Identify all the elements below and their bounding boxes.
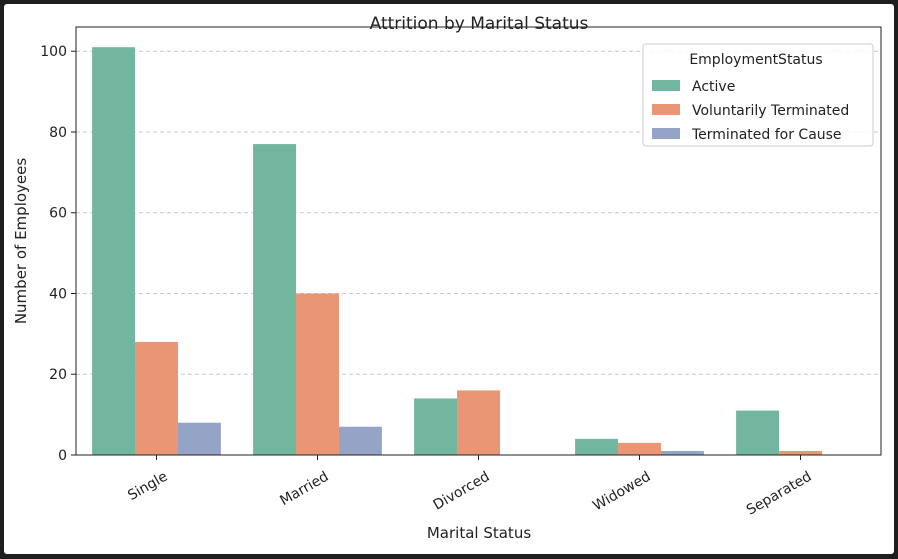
x-tick-label-divorced: Divorced (431, 469, 493, 514)
y-axis-label: Number of Employees (12, 158, 30, 325)
legend-label-active: Active (692, 79, 735, 95)
bar-married-voluntarily-terminated (296, 293, 339, 455)
bar-single-voluntarily-terminated (135, 341, 178, 455)
legend: EmploymentStatus Active Voluntarily Termi… (642, 43, 874, 147)
bar-widowed-active (575, 438, 619, 455)
legend-box (642, 43, 874, 147)
legend-title: EmploymentStatus (689, 52, 822, 68)
legend-swatch-terminated-for-cause (652, 128, 680, 139)
x-tick-label-married: Married (277, 469, 331, 510)
y-tick-label: 0 (58, 448, 67, 464)
bar-divorced-voluntarily-terminated (457, 390, 500, 455)
x-axis-label: Marital Status (427, 524, 531, 542)
legend-swatch-active (652, 80, 680, 91)
y-axis-ticks: 0 20 40 60 80 100 (40, 44, 76, 464)
y-tick-label: 80 (49, 125, 67, 141)
bar-widowed-voluntarily-terminated (618, 442, 661, 455)
chart-frame: Attrition by Marital Status 0 20 40 60 80 100… (4, 4, 894, 554)
y-tick-label: 100 (40, 44, 67, 60)
legend-swatch-voluntarily-terminated (652, 104, 680, 115)
bar-separated-active (736, 410, 780, 455)
bar-widowed-terminated-for-cause (660, 450, 704, 455)
x-tick-label-separated: Separated (744, 469, 815, 519)
y-tick-label: 60 (49, 206, 67, 222)
legend-label-terminated-for-cause: Terminated for Cause (691, 127, 842, 143)
bar-separated-voluntarily-terminated (779, 450, 822, 455)
x-tick-label-single: Single (125, 469, 170, 504)
x-tick-label-widowed: Widowed (590, 469, 653, 515)
bar-single-active (92, 47, 136, 455)
y-tick-label: 40 (49, 286, 67, 302)
legend-label-voluntarily-terminated: Voluntarily Terminated (692, 103, 849, 119)
bars (92, 47, 822, 455)
x-axis-ticks: Single Married Divorced Widowed Separated (125, 455, 815, 519)
chart-title: Attrition by Marital Status (370, 14, 589, 34)
bar-divorced-active (414, 398, 458, 455)
bar-married-active (253, 144, 297, 455)
bar-single-terminated-for-cause (177, 422, 221, 455)
bar-chart: Attrition by Marital Status 0 20 40 60 80 100… (12, 14, 882, 542)
bar-married-terminated-for-cause (338, 426, 382, 455)
y-tick-label: 20 (49, 367, 67, 383)
